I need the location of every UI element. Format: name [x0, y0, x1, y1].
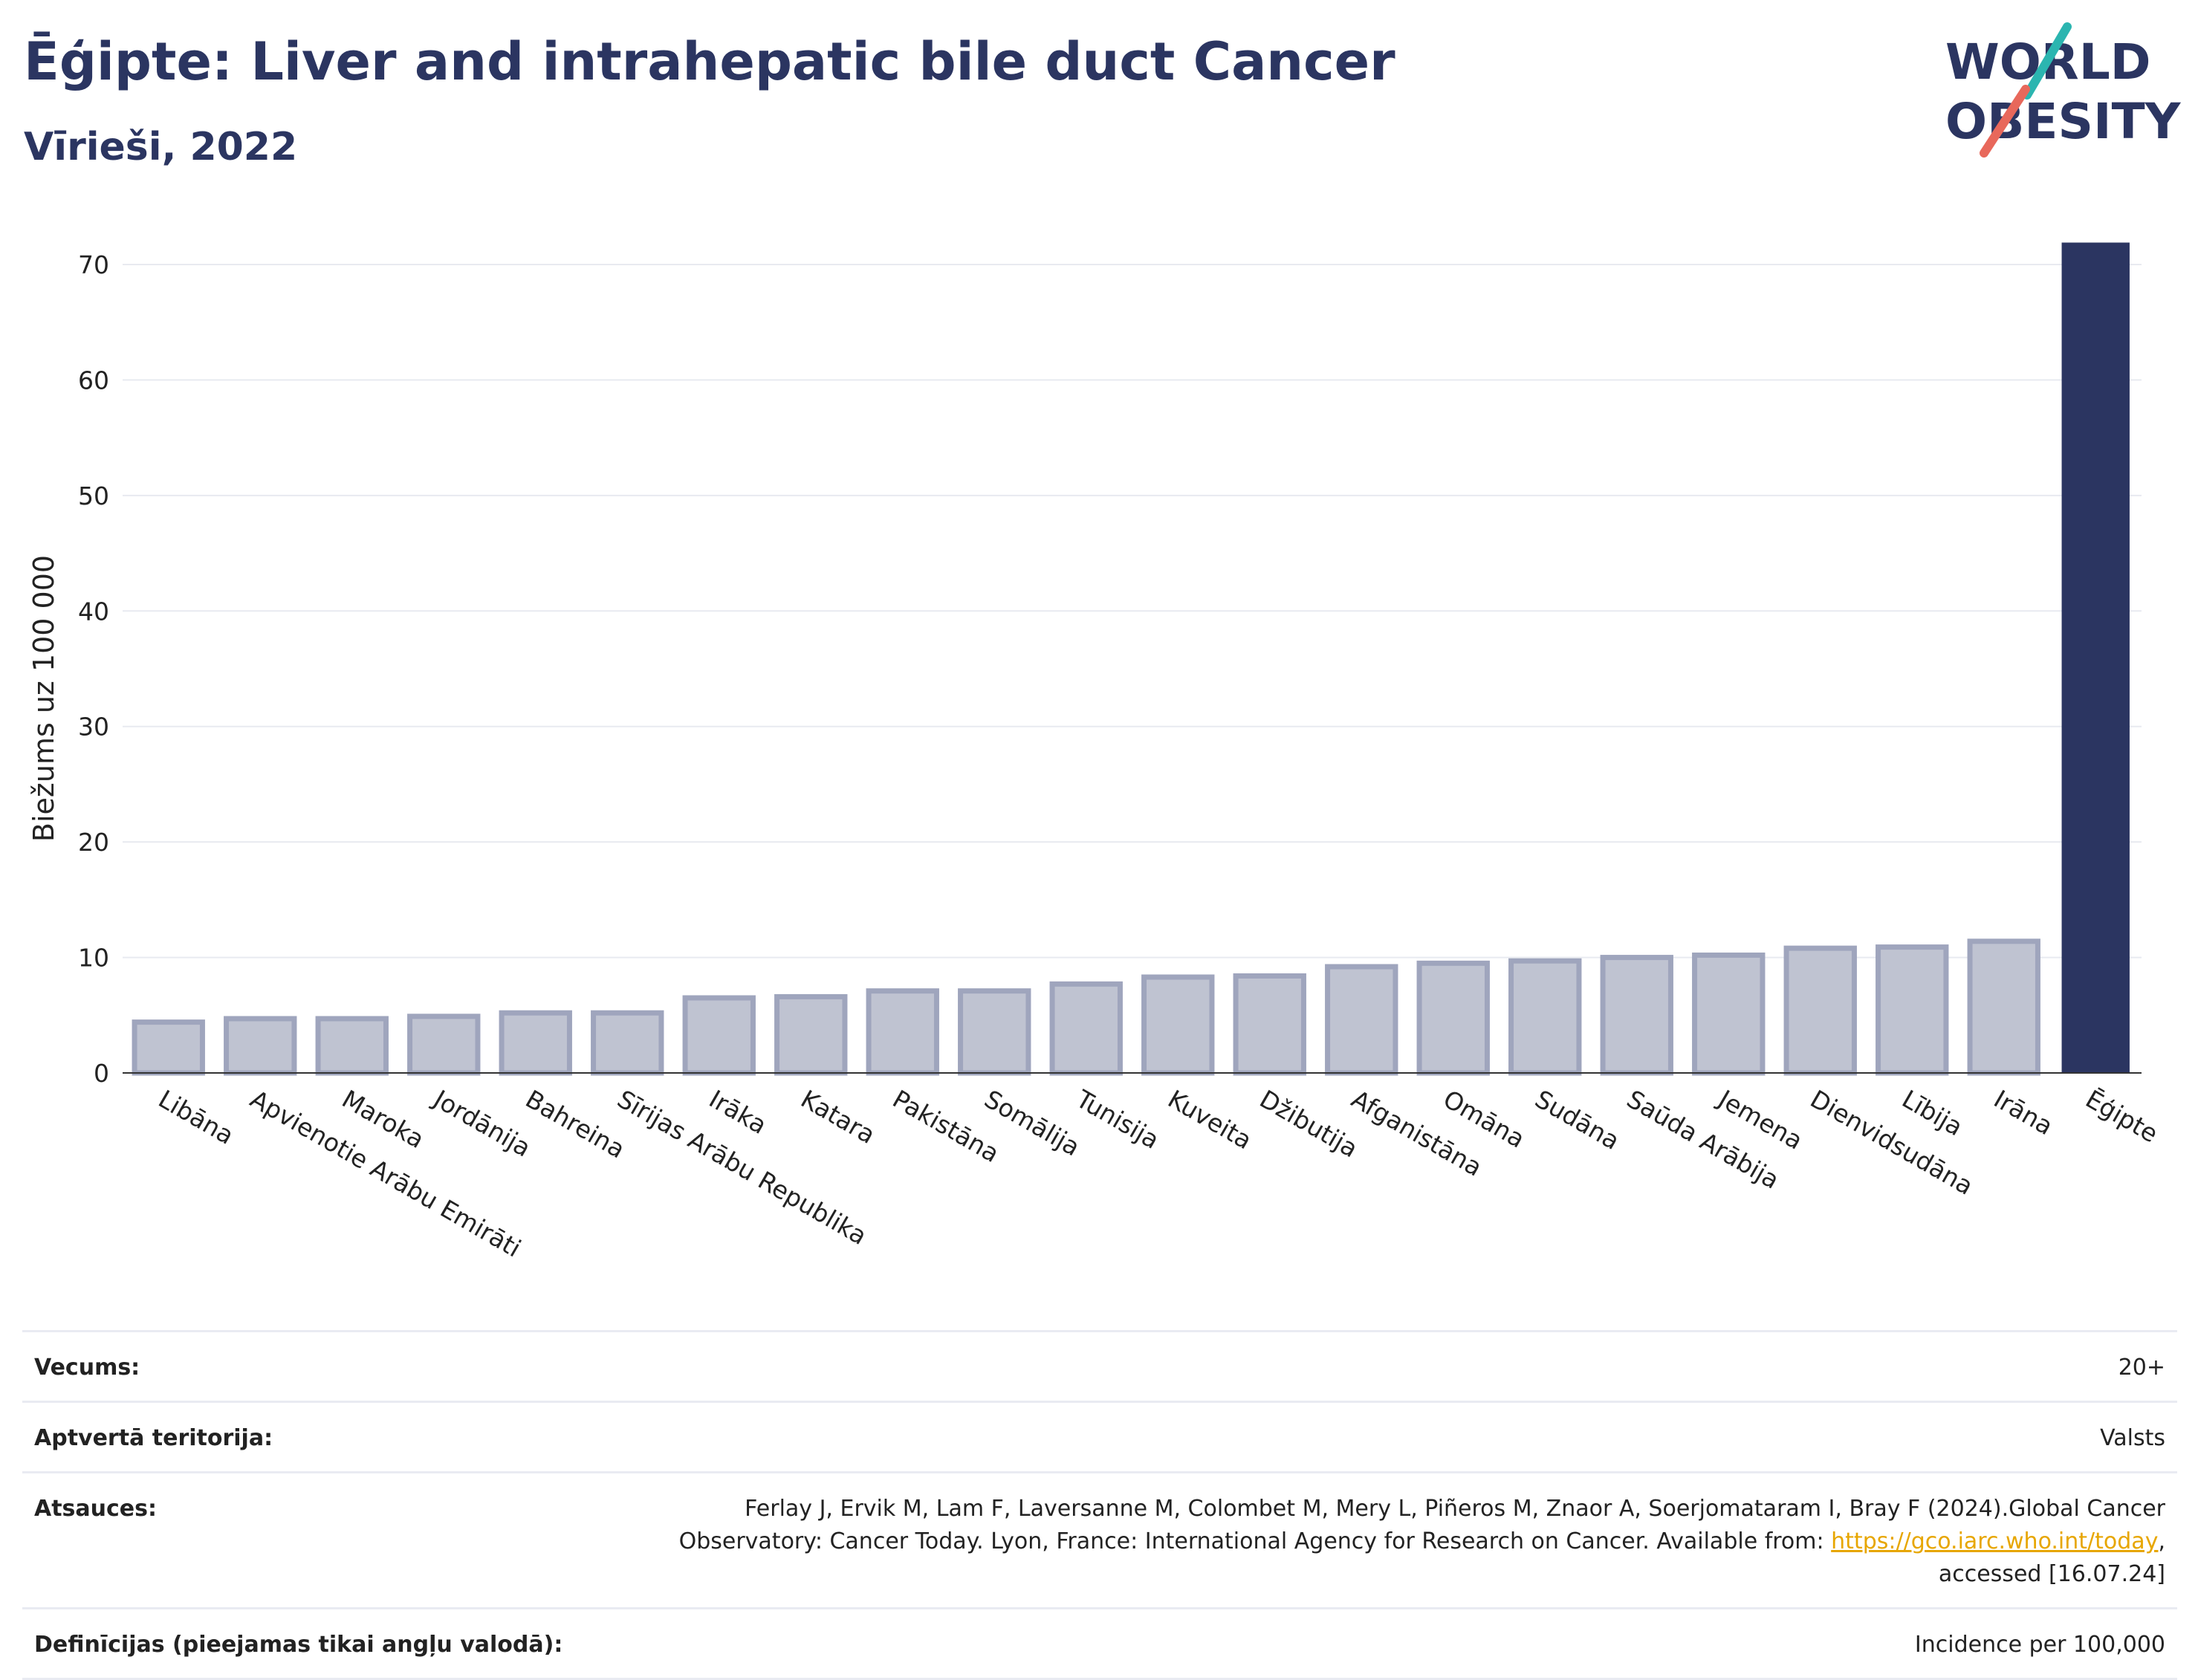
y-axis-title: Biežums uz 100 000	[27, 555, 60, 842]
metadata-table: Vecums: 20+ Aptvertā teritorija: Valsts …	[22, 1330, 2177, 1680]
meta-label: Vecums:	[34, 1355, 140, 1381]
bar[interactable]	[1967, 938, 2040, 1076]
bar[interactable]	[1508, 958, 1582, 1076]
world-obesity-logo: WORLD OBESITY	[1945, 22, 2182, 158]
x-tick-label: Dienvidsudāna	[1806, 1084, 1978, 1201]
chart-title: Ēģipte: Liver and intrahepatic bile duct…	[24, 31, 1395, 92]
bar[interactable]	[132, 1019, 205, 1076]
y-axis-ticks: 0 10 20 30 40 50 60 70	[78, 250, 109, 1088]
bars	[132, 242, 2130, 1076]
bar[interactable]	[499, 1010, 572, 1076]
logo-teal-stroke	[2023, 22, 2072, 100]
y-tick-label: 70	[78, 250, 109, 279]
bar[interactable]	[1783, 945, 1857, 1076]
x-tick-label: Džibutija	[1255, 1084, 1363, 1163]
y-tick-label: 40	[78, 597, 109, 626]
bar[interactable]	[682, 995, 756, 1076]
x-tick-label: Jordānija	[428, 1083, 536, 1163]
bar[interactable]	[1233, 973, 1306, 1076]
bar[interactable]	[591, 1010, 664, 1076]
meta-value: Valsts	[2100, 1425, 2165, 1451]
y-tick-label: 30	[78, 713, 109, 742]
x-tick-label: Lībija	[1897, 1084, 1968, 1141]
bar[interactable]	[1692, 952, 1766, 1076]
chart-subtitle: Vīrieši, 2022	[24, 125, 298, 169]
reference-line-3: accessed [16.07.24]	[1938, 1561, 2165, 1587]
meta-value: 20+	[2118, 1355, 2165, 1381]
x-tick-label: Katara	[796, 1084, 880, 1149]
bar[interactable]	[1600, 955, 1673, 1076]
bar[interactable]	[1049, 981, 1123, 1076]
reference-link[interactable]: https://gco.iarc.who.int/today	[1831, 1528, 2159, 1554]
x-tick-label: Tunisija	[1071, 1084, 1164, 1155]
x-tick-label: Irāna	[1989, 1084, 2058, 1141]
x-tick-label: Kuveita	[1163, 1084, 1257, 1155]
bar[interactable]	[407, 1013, 481, 1076]
meta-row-age: Vecums: 20+	[22, 1330, 2177, 1401]
meta-row-definitions: Definīcijas (pieejamas tikai angļu valod…	[22, 1607, 2177, 1680]
y-tick-label: 50	[78, 481, 109, 510]
bar[interactable]	[958, 988, 1031, 1076]
meta-value: Incidence per 100,000	[1914, 1632, 2165, 1658]
meta-row-references: Atsauces: Ferlay J, Ervik M, Lam F, Lave…	[22, 1471, 2177, 1607]
x-tick-label: Libāna	[154, 1084, 239, 1150]
y-tick-label: 60	[78, 366, 109, 395]
meta-label: Aptvertā teritorija:	[34, 1425, 273, 1451]
bar-chart: 0 10 20 30 40 50 60 70 Libāna Apvienotie Arābu E…	[27, 242, 2163, 1263]
bar[interactable]	[224, 1016, 297, 1076]
bar[interactable]	[866, 988, 939, 1076]
reference-comma: ,	[2158, 1528, 2165, 1554]
bar[interactable]	[1416, 960, 1490, 1076]
meta-row-coverage: Aptvertā teritorija: Valsts	[22, 1401, 2177, 1471]
y-tick-label: 0	[94, 1059, 109, 1088]
grid-lines	[123, 264, 2142, 959]
meta-label: Definīcijas (pieejamas tikai angļu valod…	[34, 1632, 563, 1658]
bar[interactable]	[1141, 974, 1215, 1076]
logo-line2: OBESITY	[1945, 93, 2182, 150]
y-tick-label: 10	[78, 944, 109, 973]
x-tick-label: Saūda Arābija	[1622, 1084, 1784, 1195]
y-tick-label: 20	[78, 828, 109, 857]
reference-line-1: Ferlay J, Ervik M, Lam F, Laversanne M, …	[745, 1496, 2165, 1522]
x-tick-label: Bahreina	[521, 1084, 630, 1164]
bar[interactable]	[774, 993, 848, 1076]
x-tick-label: Ēģipte	[2081, 1084, 2163, 1148]
x-tick-label: Sudāna	[1530, 1084, 1624, 1155]
x-tick-label: Irāka	[704, 1084, 772, 1140]
bar[interactable]	[1876, 944, 1949, 1076]
reference-line-2: Observatory: Cancer Today. Lyon, France:…	[678, 1528, 1832, 1554]
logo-coral-stroke	[1980, 85, 2030, 158]
bar[interactable]	[1325, 964, 1398, 1076]
bar[interactable]	[315, 1016, 389, 1076]
meta-value-references: Ferlay J, Ervik M, Lam F, Laversanne M, …	[679, 1493, 2165, 1591]
meta-label: Atsauces:	[34, 1496, 157, 1522]
bar[interactable]	[2061, 242, 2130, 1074]
